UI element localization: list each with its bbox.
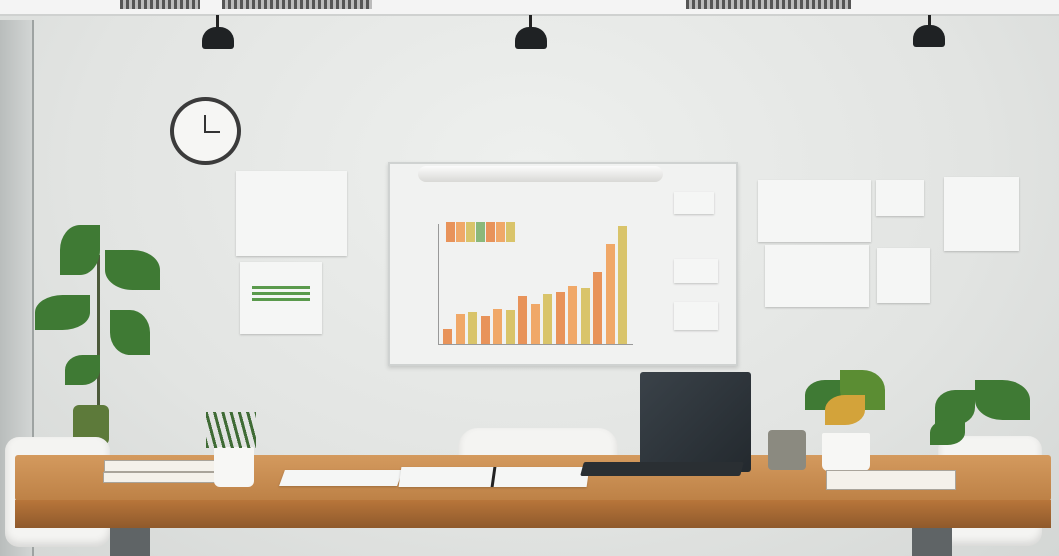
- wall-chart-bar: [456, 222, 465, 242]
- wall-chart-bar: [480, 316, 490, 344]
- wall-chart-bar: [555, 292, 565, 344]
- wall-chart-bar: [618, 226, 627, 344]
- potted-plant-icon: [25, 215, 175, 455]
- wall-chart-bar: [468, 312, 477, 344]
- potted-plant-icon: [915, 380, 1055, 450]
- wall-chart-bar: [486, 222, 495, 242]
- notebook-icon: [103, 472, 218, 483]
- document: [279, 470, 403, 486]
- wall-chart: [438, 224, 633, 345]
- wall-clock-icon: [170, 97, 241, 165]
- board-note: [674, 302, 718, 330]
- wall-chart-bar: [455, 314, 465, 344]
- wall-note: [944, 177, 1019, 251]
- wall-chart-bar: [568, 286, 577, 344]
- wall-chart-bar: [605, 244, 615, 344]
- wall-chart-bar: [496, 222, 505, 242]
- open-notebook-icon: [398, 467, 590, 487]
- wall-chart-bar: [518, 296, 527, 344]
- potted-plant-icon: [800, 370, 890, 440]
- desk-organizer: [768, 430, 806, 470]
- wall-chart-bar: [476, 222, 485, 242]
- laptop-icon[interactable]: [640, 372, 751, 472]
- notebook-icon: [826, 470, 956, 490]
- board-note: [674, 259, 718, 283]
- ceiling-lamp-icon: [913, 25, 945, 47]
- ceiling-vent: [120, 0, 200, 9]
- ceiling-lamp-icon: [202, 27, 234, 49]
- board-note: [674, 192, 714, 214]
- ceiling-vent: [222, 0, 372, 9]
- whiteboard: [388, 162, 738, 366]
- plant-pot: [822, 433, 870, 471]
- laptop-keyboard[interactable]: [580, 462, 744, 476]
- wall-note: [240, 262, 322, 334]
- desk-leg: [912, 528, 952, 556]
- desk-edge: [15, 500, 1051, 528]
- wall-note: [236, 171, 347, 256]
- ceiling-vent: [686, 0, 851, 9]
- wall-note: [758, 180, 871, 242]
- wall-note: [765, 245, 869, 307]
- notebook-icon: [104, 460, 216, 472]
- wall-note: [877, 248, 930, 303]
- wall-chart-bar: [543, 294, 552, 344]
- potted-plant-icon: [214, 447, 254, 487]
- wall-chart-bar: [443, 329, 452, 344]
- wall-chart-bar: [530, 304, 540, 344]
- board-roller: [418, 166, 663, 182]
- desk-leg: [110, 528, 150, 556]
- wall-chart-bar: [466, 222, 475, 242]
- wall-chart-bar: [505, 310, 515, 344]
- wall-chart-bar: [506, 222, 515, 242]
- wall-chart-bar: [593, 272, 602, 344]
- ceiling-lamp-icon: [515, 27, 547, 49]
- wall-chart-bar: [493, 309, 502, 344]
- wall-note: [876, 180, 924, 216]
- wall-chart-bar: [446, 222, 455, 242]
- wall-chart-bar: [580, 288, 590, 344]
